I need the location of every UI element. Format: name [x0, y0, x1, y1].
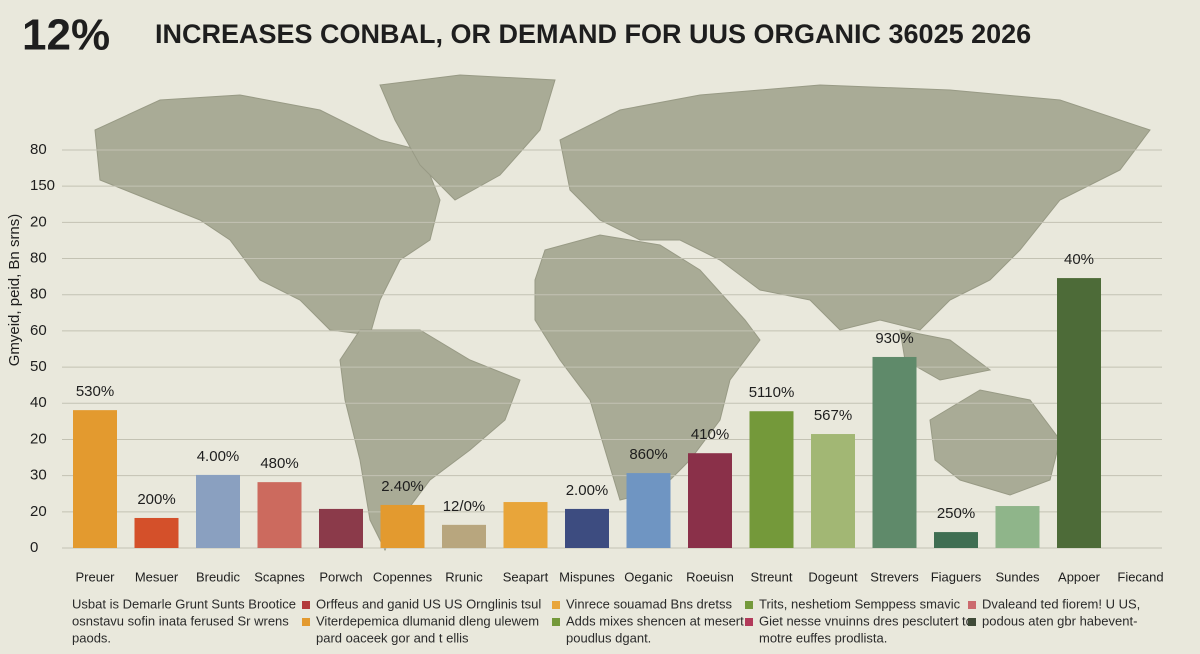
legend-marker: [552, 618, 560, 626]
bar: [626, 473, 671, 548]
bar: [749, 411, 794, 548]
y-tick-label: 20: [30, 430, 47, 447]
legend-marker: [745, 618, 753, 626]
footer-text: pard oaceek gor and t ellis: [316, 630, 469, 645]
footer-text: Viterdepemica dlumanid dleng ulewem: [316, 613, 539, 628]
value-label: 4.00%: [197, 448, 240, 465]
value-label: 250%: [937, 505, 975, 522]
legend-marker: [302, 618, 310, 626]
y-tick-label: 150: [30, 177, 55, 194]
value-label: 860%: [629, 446, 667, 463]
world-map: [94, 74, 1151, 552]
x-tick-label: Preuer: [75, 569, 115, 584]
value-label: 40%: [1064, 251, 1094, 268]
x-tick-label: Breudic: [196, 569, 241, 584]
value-label: 930%: [875, 330, 913, 347]
footer-text: Giet nesse vnuinns dres pesclutert to: [759, 613, 973, 628]
footer-text: Adds mixes shencen at mesert: [566, 613, 744, 628]
value-label: 2.40%: [381, 478, 424, 495]
x-tick-label: Scapnes: [254, 569, 305, 584]
bar: [1057, 278, 1101, 548]
y-tick-label: 30: [30, 467, 47, 484]
bar: [319, 508, 363, 548]
y-tick-label: 0: [30, 539, 38, 556]
footer-text: poudlus dgant.: [566, 630, 651, 645]
x-tick-label: Porwch: [319, 569, 362, 584]
bar: [380, 504, 425, 548]
y-tick-label: 80: [30, 250, 47, 267]
bar: [811, 434, 855, 548]
x-tick-label: Sundes: [995, 569, 1040, 584]
footer-text: Orffeus and ganid US US Ornglinis tsul: [316, 596, 541, 611]
x-tick-label: Rrunic: [445, 569, 483, 584]
bar: [134, 517, 179, 548]
footer-text: Trits, neshetiom Semppess smavic: [759, 596, 961, 611]
x-tick-label: Fiaguers: [931, 569, 982, 584]
x-tick-label: Dogeunt: [808, 569, 858, 584]
bar: [73, 410, 117, 548]
footer-text: Dvaleand ted fiorem! U US,: [982, 596, 1140, 611]
y-axis-label: Gmyeid, peid, Bn srns): [6, 214, 23, 367]
value-label: 5110%: [749, 384, 795, 401]
bar: [257, 482, 302, 548]
legend-marker: [968, 618, 976, 626]
x-tick-label: Oeganic: [624, 569, 673, 584]
legend-marker: [968, 601, 976, 609]
legend-marker: [552, 601, 560, 609]
y-tick-label: 60: [30, 322, 47, 339]
bar: [934, 532, 978, 548]
title-number: 12%: [22, 11, 110, 60]
value-label: 12/0%: [443, 498, 486, 515]
bar: [442, 524, 486, 548]
footer-text: podous aten gbr habevent-: [982, 613, 1137, 628]
footer-text: Vinrece souamad Bns dretss: [566, 596, 732, 611]
bar: [196, 474, 240, 548]
x-tick-label: Seapart: [503, 569, 549, 584]
y-tick-label: 20: [30, 503, 47, 520]
bar: [872, 356, 917, 548]
value-label: 567%: [814, 407, 852, 424]
value-label: 2.00%: [566, 482, 609, 499]
footer-text: motre euffes prodlista.: [759, 630, 887, 645]
x-tick-label: Appoer: [1058, 569, 1101, 584]
legend-marker: [302, 601, 310, 609]
value-label: 200%: [137, 491, 175, 508]
x-tick-label: Streunt: [751, 569, 793, 584]
legend-marker: [745, 601, 753, 609]
y-tick-label: 50: [30, 358, 47, 375]
bar: [995, 506, 1040, 548]
chart-title: INCREASES CONBAL, OR DEMAND FOR UUS ORGA…: [155, 19, 1031, 49]
value-label: 480%: [260, 455, 298, 472]
footer-text: Usbat is Demarle Grunt Sunts Brootice: [72, 596, 296, 611]
footer-text: paods.: [72, 630, 111, 645]
x-tick-label: Mispunes: [559, 569, 615, 584]
value-label: 530%: [76, 383, 114, 400]
footer-text: osnstavu sofin inata ferused Sr wrens: [72, 613, 289, 628]
y-tick-label: 80: [30, 141, 47, 158]
y-tick-label: 40: [30, 394, 47, 411]
x-tick-label: Mesuer: [135, 569, 179, 584]
bar: [503, 502, 548, 548]
x-tick-label: Fiecand: [1117, 569, 1163, 584]
bar: [688, 453, 732, 548]
bar: [565, 508, 609, 548]
x-tick-label: Strevers: [870, 569, 919, 584]
y-tick-label: 80: [30, 286, 47, 303]
x-tick-label: Copennes: [373, 569, 433, 584]
x-tick-label: Roeuisn: [686, 569, 734, 584]
value-label: 410%: [691, 426, 729, 443]
y-tick-label: 20: [30, 213, 47, 230]
